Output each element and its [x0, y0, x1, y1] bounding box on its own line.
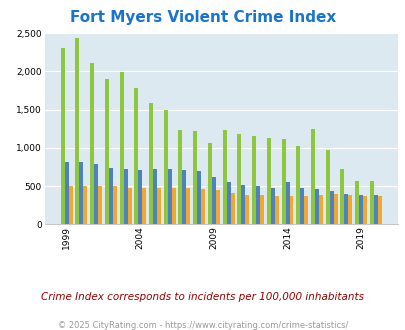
Bar [281, 139, 285, 224]
Bar [127, 188, 131, 224]
Legend: Fort Myers, Florida, National: Fort Myers, Florida, National [110, 329, 331, 330]
Bar [79, 162, 83, 224]
Bar [310, 129, 314, 224]
Bar [61, 48, 64, 224]
Bar [260, 195, 263, 224]
Bar [369, 181, 373, 224]
Bar [142, 188, 146, 224]
Bar [83, 186, 87, 224]
Bar [266, 138, 270, 224]
Bar [215, 190, 220, 224]
Bar [347, 195, 352, 224]
Bar [113, 186, 117, 224]
Bar [333, 194, 337, 224]
Bar [182, 170, 186, 224]
Bar [274, 196, 278, 224]
Bar [157, 188, 161, 224]
Bar [68, 186, 72, 224]
Bar [358, 195, 362, 224]
Bar [256, 186, 260, 224]
Bar [109, 168, 113, 224]
Bar [90, 63, 94, 224]
Bar [373, 195, 377, 224]
Bar [134, 88, 138, 224]
Bar [123, 169, 127, 224]
Bar [241, 184, 245, 224]
Bar [207, 143, 211, 224]
Bar [285, 182, 289, 224]
Bar [226, 182, 230, 224]
Bar [138, 170, 142, 224]
Bar [303, 196, 307, 224]
Bar [94, 164, 98, 224]
Text: Crime Index corresponds to incidents per 100,000 inhabitants: Crime Index corresponds to incidents per… [41, 292, 364, 302]
Bar [153, 169, 157, 224]
Bar [314, 189, 318, 224]
Bar [252, 136, 256, 224]
Bar [230, 193, 234, 224]
Bar [300, 188, 303, 224]
Bar [98, 186, 102, 224]
Bar [104, 79, 109, 224]
Bar [362, 196, 366, 224]
Bar [186, 188, 190, 224]
Bar [270, 188, 274, 224]
Bar [377, 196, 381, 224]
Bar [171, 188, 175, 224]
Bar [318, 195, 322, 224]
Bar [296, 146, 300, 224]
Bar [343, 194, 347, 224]
Bar [329, 191, 333, 224]
Bar [149, 103, 153, 224]
Bar [193, 131, 197, 224]
Bar [167, 169, 171, 224]
Bar [354, 181, 358, 224]
Text: Fort Myers Violent Crime Index: Fort Myers Violent Crime Index [70, 10, 335, 25]
Bar [178, 130, 182, 224]
Bar [197, 171, 201, 224]
Bar [119, 72, 123, 224]
Bar [75, 38, 79, 224]
Text: © 2025 CityRating.com - https://www.cityrating.com/crime-statistics/: © 2025 CityRating.com - https://www.city… [58, 321, 347, 330]
Bar [325, 150, 329, 224]
Bar [211, 177, 215, 224]
Bar [163, 110, 167, 224]
Bar [222, 130, 226, 224]
Bar [340, 169, 343, 224]
Bar [245, 195, 249, 224]
Bar [201, 189, 205, 224]
Bar [64, 162, 68, 224]
Bar [289, 196, 293, 224]
Bar [237, 134, 241, 224]
